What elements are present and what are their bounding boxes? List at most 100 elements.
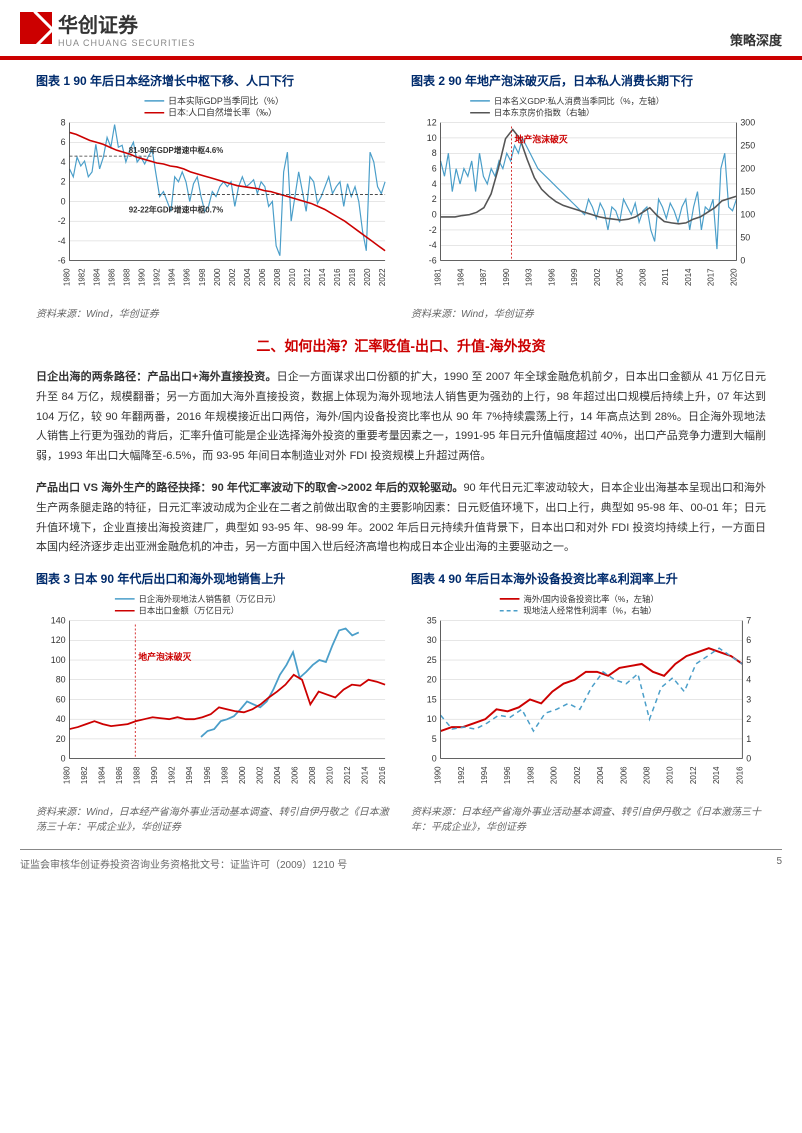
svg-text:0: 0 xyxy=(746,754,751,764)
svg-text:20: 20 xyxy=(56,734,66,744)
chart-3-box: 图表 3 日本 90 年代后出口和海外现地销售上升 日企海外现地法人销售额（万亿… xyxy=(36,570,391,833)
chart-1-box: 图表 1 90 年后日本经济增长中枢下移、人口下行 日本实际GDP当季同比（%）… xyxy=(36,72,391,320)
svg-text:0: 0 xyxy=(740,256,745,266)
svg-text:250: 250 xyxy=(740,141,755,151)
svg-text:现地法人经常性利润率（%，右轴）: 现地法人经常性利润率（%，右轴） xyxy=(523,606,656,616)
chart-2-title: 图表 2 90 年地产泡沫破灭后，日本私人消费长期下行 xyxy=(411,72,766,89)
svg-text:2020: 2020 xyxy=(363,268,372,286)
svg-text:2017: 2017 xyxy=(707,269,716,287)
svg-text:2016: 2016 xyxy=(333,268,342,286)
svg-text:60: 60 xyxy=(56,695,66,705)
svg-text:2011: 2011 xyxy=(661,269,670,286)
svg-text:2014: 2014 xyxy=(684,268,693,286)
page-footer: 证监会审核华创证券投资咨询业务资格批文号：证监许可（2009）1210 号 5 xyxy=(20,849,782,877)
svg-text:1986: 1986 xyxy=(108,268,117,286)
svg-text:1987: 1987 xyxy=(479,269,488,287)
chart-4-title: 图表 4 90 年后日本海外设备投资比率&利润率上升 xyxy=(411,570,766,587)
svg-text:1990: 1990 xyxy=(150,766,159,784)
svg-text:1990: 1990 xyxy=(502,268,511,286)
svg-text:50: 50 xyxy=(740,233,750,243)
svg-text:1994: 1994 xyxy=(185,766,194,784)
svg-text:2: 2 xyxy=(432,194,437,204)
svg-text:1994: 1994 xyxy=(168,268,177,286)
svg-text:1984: 1984 xyxy=(98,766,107,784)
svg-text:1986: 1986 xyxy=(115,766,124,784)
svg-text:1996: 1996 xyxy=(203,766,212,784)
svg-text:-4: -4 xyxy=(58,236,66,246)
chart-1-title: 图表 1 90 年后日本经济增长中枢下移、人口下行 xyxy=(36,72,391,89)
svg-text:0: 0 xyxy=(61,196,66,206)
chart-1-svg: 日本实际GDP当季同比（%）日本:人口自然增长率（‰）-6-4-20246881… xyxy=(36,93,391,300)
chart-3-title: 图表 3 日本 90 年代后出口和海外现地销售上升 xyxy=(36,570,391,587)
svg-text:2014: 2014 xyxy=(712,766,721,784)
svg-text:2: 2 xyxy=(61,177,66,187)
svg-text:日本出口金额（万亿日元）: 日本出口金额（万亿日元） xyxy=(139,606,240,616)
svg-text:1996: 1996 xyxy=(503,766,512,784)
svg-text:1992: 1992 xyxy=(457,767,466,785)
svg-text:-4: -4 xyxy=(429,240,437,250)
svg-text:2000: 2000 xyxy=(213,268,222,286)
svg-text:2004: 2004 xyxy=(596,766,605,784)
svg-text:12: 12 xyxy=(427,118,437,128)
svg-text:2002: 2002 xyxy=(255,767,264,785)
svg-text:1994: 1994 xyxy=(480,766,489,784)
svg-text:2002: 2002 xyxy=(228,269,237,287)
footer-left: 证监会审核华创证券投资咨询业务资格批文号：证监许可（2009）1210 号 xyxy=(20,856,347,871)
svg-text:5: 5 xyxy=(746,655,751,665)
logo-cn: 华创证券 xyxy=(58,9,196,38)
svg-text:10: 10 xyxy=(427,133,437,143)
svg-text:4: 4 xyxy=(432,179,437,189)
svg-text:1992: 1992 xyxy=(153,269,162,287)
svg-text:15: 15 xyxy=(427,695,437,705)
svg-text:4: 4 xyxy=(746,675,751,685)
svg-text:2008: 2008 xyxy=(273,268,282,286)
chart-2-box: 图表 2 90 年地产泡沫破灭后，日本私人消费长期下行 日本名义GDP:私人消费… xyxy=(411,72,766,320)
svg-text:2008: 2008 xyxy=(638,268,647,286)
svg-text:2012: 2012 xyxy=(303,269,312,287)
svg-text:1990: 1990 xyxy=(434,766,443,784)
logo-mark xyxy=(20,12,52,44)
svg-text:6: 6 xyxy=(432,164,437,174)
svg-text:2: 2 xyxy=(746,714,751,724)
section-2-p2: 产品出口 VS 海外生产的路径抉择：90 年代汇率波动下的取舍->2002 年后… xyxy=(36,479,766,558)
svg-text:1992: 1992 xyxy=(168,767,177,785)
svg-text:2020: 2020 xyxy=(729,268,738,286)
section-2-p1: 日企出海的两条路径：产品出口+海外直接投资。日企一方面谋求出口份额的扩大，199… xyxy=(36,368,766,467)
svg-text:1998: 1998 xyxy=(220,766,229,784)
svg-text:日企海外现地法人销售额（万亿日元）: 日企海外现地法人销售额（万亿日元） xyxy=(139,594,281,604)
svg-text:0: 0 xyxy=(432,754,437,764)
svg-text:-6: -6 xyxy=(429,256,437,266)
svg-text:300: 300 xyxy=(740,118,755,128)
chart-3-svg: 日企海外现地法人销售额（万亿日元）日本出口金额（万亿日元）02040608010… xyxy=(36,591,391,798)
svg-text:2006: 2006 xyxy=(258,268,267,286)
svg-text:2000: 2000 xyxy=(550,766,559,784)
svg-text:1988: 1988 xyxy=(133,766,142,784)
svg-text:7: 7 xyxy=(746,616,751,626)
svg-text:100: 100 xyxy=(51,655,66,665)
chart-1-source: 资料来源：Wind，华创证券 xyxy=(36,305,391,320)
header-category: 策略深度 xyxy=(730,30,782,49)
svg-text:2016: 2016 xyxy=(735,766,744,784)
svg-text:2014: 2014 xyxy=(361,766,370,784)
svg-text:2006: 2006 xyxy=(619,766,628,784)
chart-4-svg: 海外/国内设备投资比率（%，左轴）现地法人经常性利润率（%，右轴）0510152… xyxy=(411,591,766,798)
footer-page-num: 5 xyxy=(776,856,782,871)
svg-text:1982: 1982 xyxy=(80,767,89,785)
svg-text:2004: 2004 xyxy=(273,766,282,784)
svg-text:6: 6 xyxy=(61,137,66,147)
svg-text:1988: 1988 xyxy=(123,268,132,286)
svg-text:2010: 2010 xyxy=(288,268,297,286)
svg-text:日本东京房价指数（右轴）: 日本东京房价指数（右轴） xyxy=(494,108,594,118)
svg-text:1993: 1993 xyxy=(525,268,534,286)
svg-text:1: 1 xyxy=(746,734,751,744)
svg-text:1996: 1996 xyxy=(547,268,556,286)
svg-text:81-90年GDP增速中枢4.6%: 81-90年GDP增速中枢4.6% xyxy=(129,145,224,155)
logo-en: HUA CHUANG SECURITIES xyxy=(58,38,196,48)
logo: 华创证券 HUA CHUANG SECURITIES xyxy=(20,9,196,48)
svg-text:2012: 2012 xyxy=(689,767,698,785)
svg-text:2008: 2008 xyxy=(642,766,651,784)
svg-text:日本:人口自然增长率（‰）: 日本:人口自然增长率（‰） xyxy=(168,107,277,118)
svg-text:1984: 1984 xyxy=(456,268,465,286)
svg-text:25: 25 xyxy=(427,655,437,665)
svg-text:30: 30 xyxy=(427,636,437,646)
